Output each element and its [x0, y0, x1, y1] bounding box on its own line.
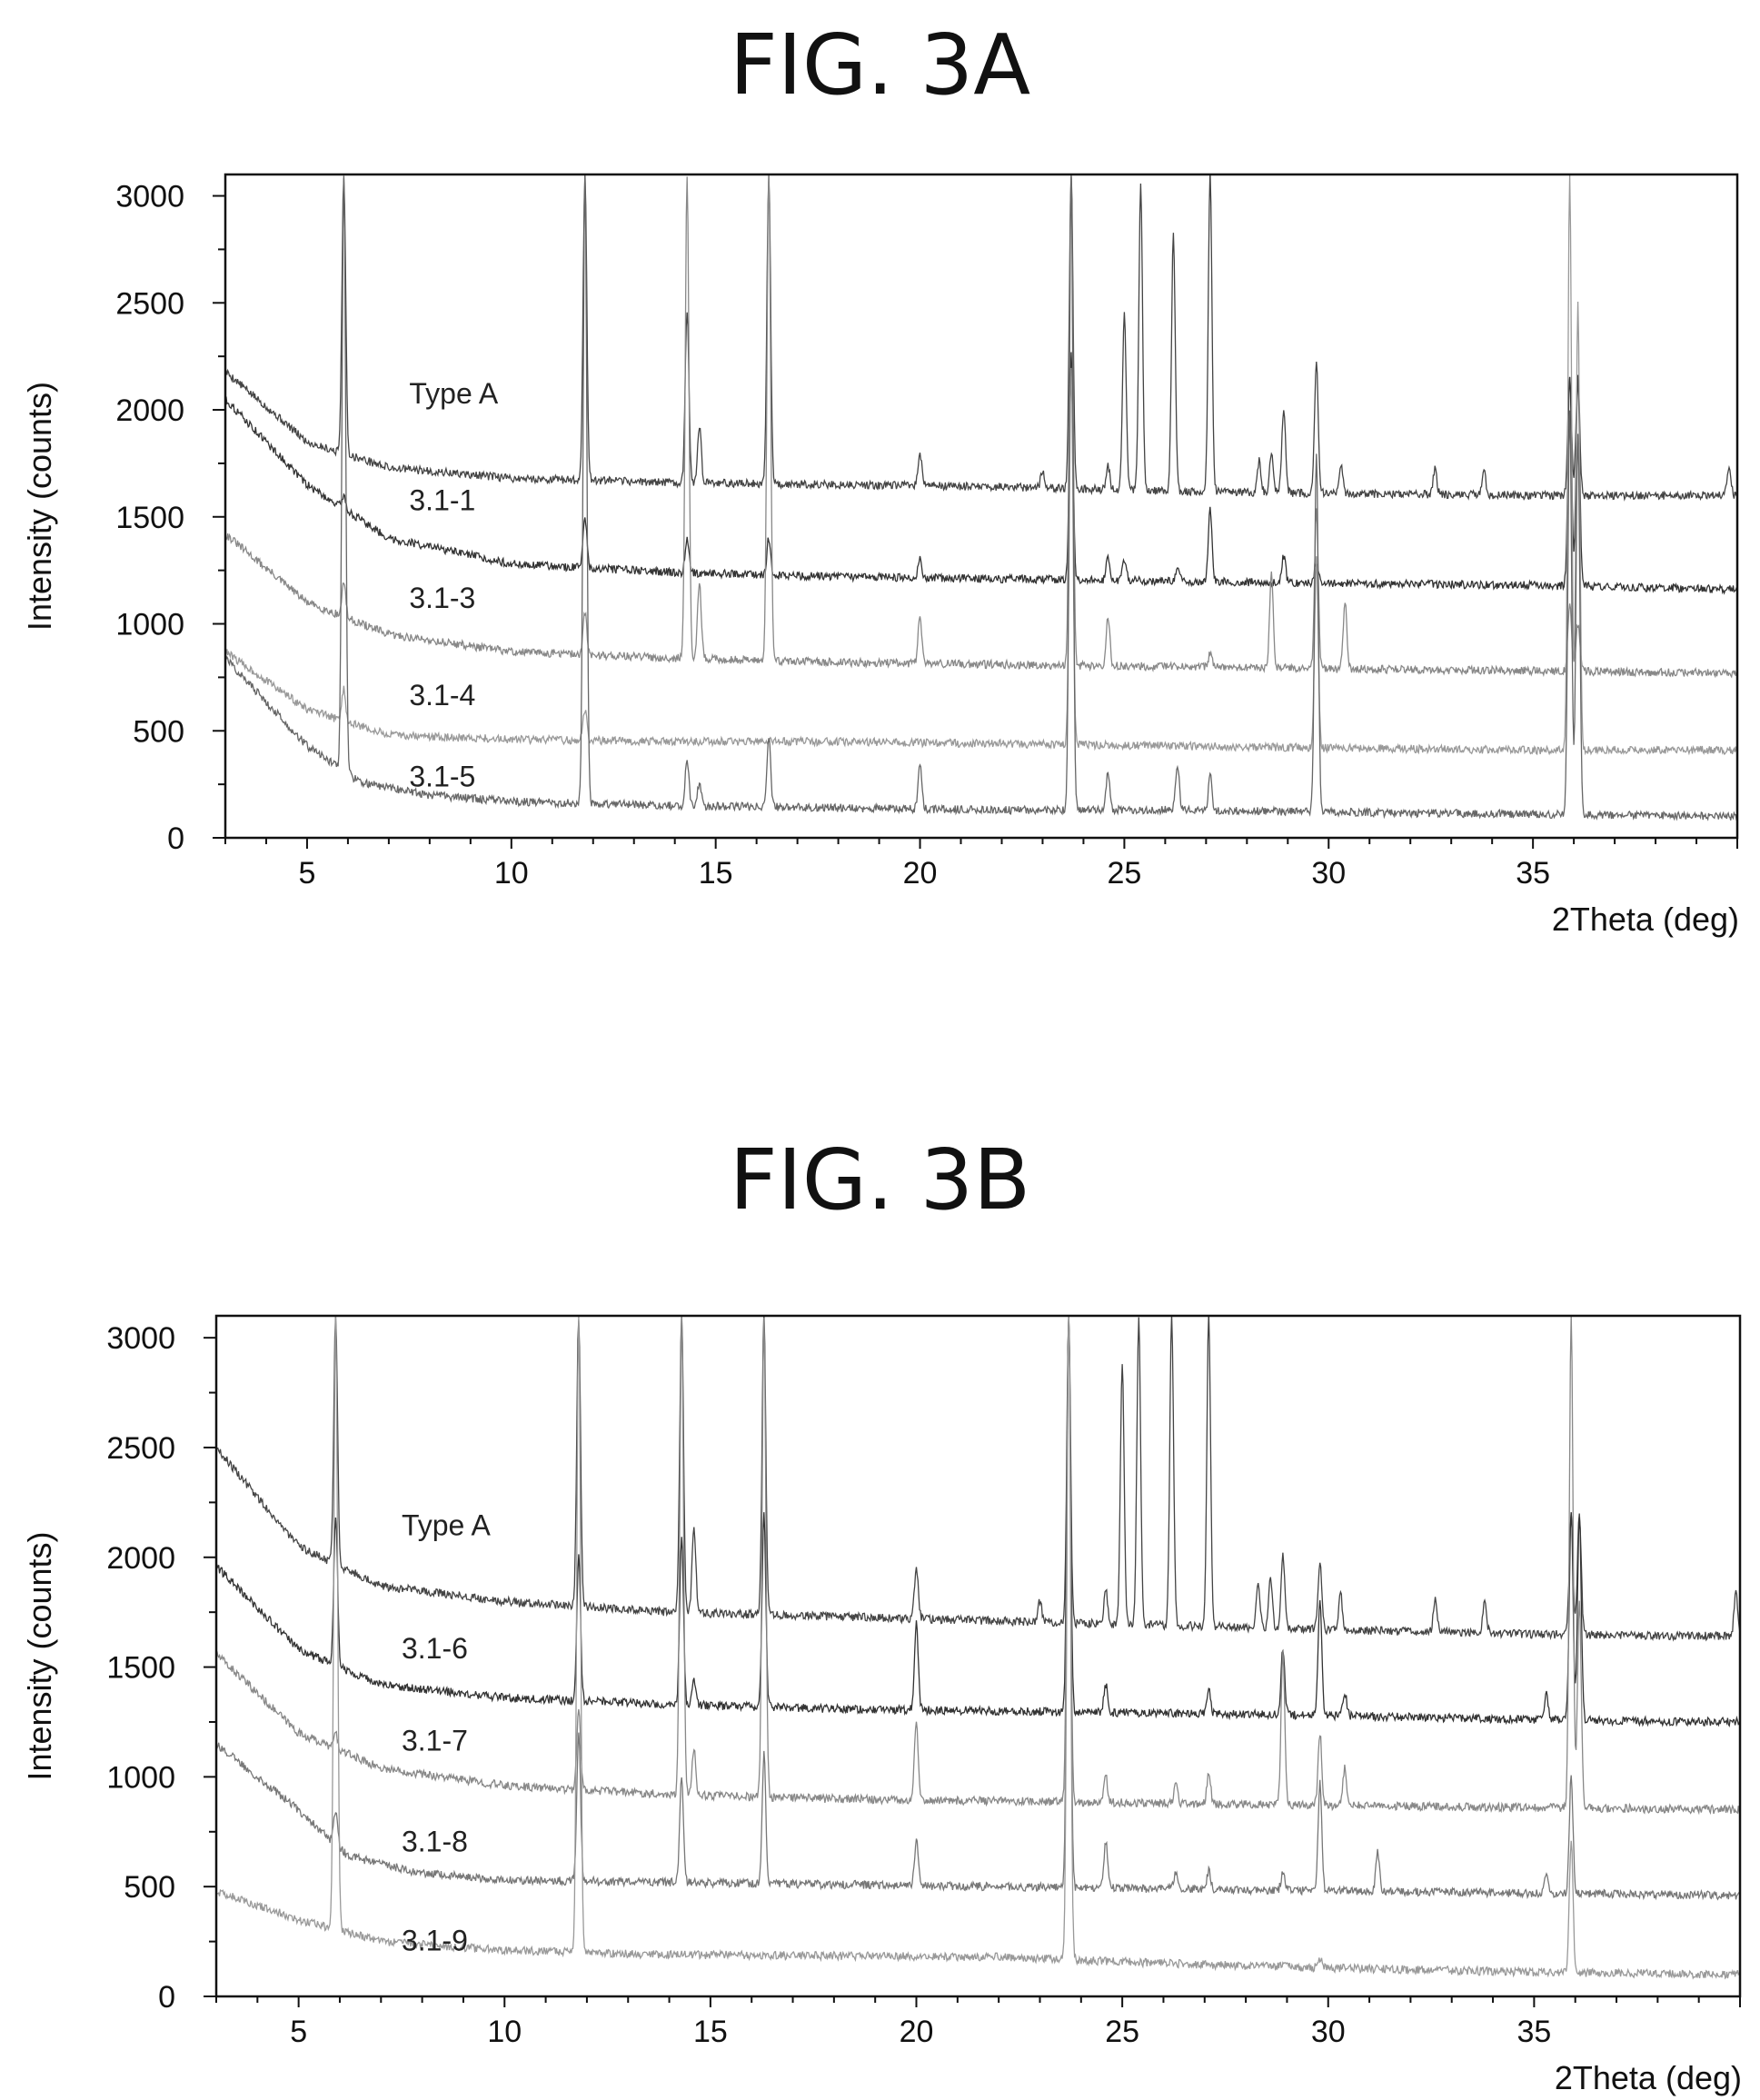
- x-tick-label: 20: [900, 2015, 934, 2049]
- series-line: [216, 1316, 1740, 1642]
- y-tick-label: 1000: [106, 1760, 175, 1795]
- series-line: [216, 1316, 1740, 1728]
- series-line: [216, 1316, 1740, 1816]
- series-label: Type A: [402, 1509, 492, 1542]
- x-tick-label: 30: [1311, 856, 1346, 891]
- x-tick-label: 25: [1107, 856, 1141, 891]
- x-tick-label: 5: [298, 856, 315, 891]
- y-tick-label: 500: [124, 1870, 175, 1905]
- y-tick-label: 0: [158, 1980, 175, 2015]
- x-tick-label: 15: [699, 856, 733, 891]
- y-tick-label: 3000: [106, 1321, 175, 1356]
- y-axis-title: Intensity (counts): [21, 1531, 58, 1780]
- x-tick-label: 30: [1311, 2015, 1346, 2049]
- series-line: [225, 352, 1737, 595]
- series-label: 3.1-1: [409, 484, 475, 517]
- x-tick-label: 10: [494, 856, 529, 891]
- series-line: [225, 174, 1737, 756]
- series-group: [216, 1316, 1740, 1980]
- series-line: [225, 174, 1737, 502]
- y-tick-label: 2500: [106, 1431, 175, 1466]
- y-tick-label: 1000: [115, 608, 184, 642]
- series-label: 3.1-3: [409, 582, 475, 614]
- y-tick-label: 3000: [115, 180, 184, 214]
- x-axis-title: 2Theta (deg): [1555, 2059, 1742, 2096]
- y-tick-label: 2500: [115, 286, 184, 321]
- y-tick-label: 1500: [106, 1651, 175, 1686]
- xrd-chart-3a: Type A 3.1-1 3.1-3 3.1-4 3.1-5 5 10 15 20 25 30 35 0…: [21, 173, 1739, 938]
- series-label: Type A: [409, 377, 499, 410]
- x-tick-label: 25: [1105, 2015, 1139, 2049]
- series-label: 3.1-4: [409, 679, 475, 712]
- x-axis-title: 2Theta (deg): [1552, 901, 1739, 938]
- x-tick-label: 10: [487, 2015, 522, 2049]
- series-line: [225, 174, 1737, 821]
- series-line: [225, 174, 1737, 679]
- series-label: 3.1-7: [402, 1724, 468, 1757]
- x-tick-label: 35: [1516, 2015, 1551, 2049]
- y-tick-label: 500: [133, 714, 184, 749]
- xrd-chart-3b: Type A 3.1-6 3.1-7 3.1-8 3.1-9 5 10 15 20 25 30 35 0…: [21, 1314, 1742, 2096]
- plot-frame: [224, 173, 1739, 840]
- figure-title-3b: FIG. 3B: [729, 1131, 1031, 1229]
- series-label: 3.1-8: [402, 1826, 468, 1858]
- y-tick-label: 2000: [115, 393, 184, 428]
- y-tick-label: 0: [167, 821, 184, 856]
- x-tick-label: 35: [1516, 856, 1550, 891]
- y-tick-label: 1500: [115, 501, 184, 535]
- x-tick-label: 15: [693, 2015, 728, 2049]
- series-label: 3.1-6: [402, 1632, 468, 1665]
- y-tick-label: 2000: [106, 1541, 175, 1576]
- y-axis-title: Intensity (counts): [21, 382, 58, 631]
- series-line: [216, 1319, 1740, 1901]
- plot-frame: [214, 1314, 1742, 1998]
- series-label: 3.1-9: [402, 1924, 468, 1956]
- series-line: [216, 1316, 1740, 1980]
- figure-title-3a: FIG. 3A: [729, 16, 1031, 114]
- series-label: 3.1-5: [409, 760, 475, 792]
- x-tick-label: 5: [290, 2015, 307, 2049]
- x-tick-label: 20: [903, 856, 938, 891]
- series-group: [225, 174, 1737, 821]
